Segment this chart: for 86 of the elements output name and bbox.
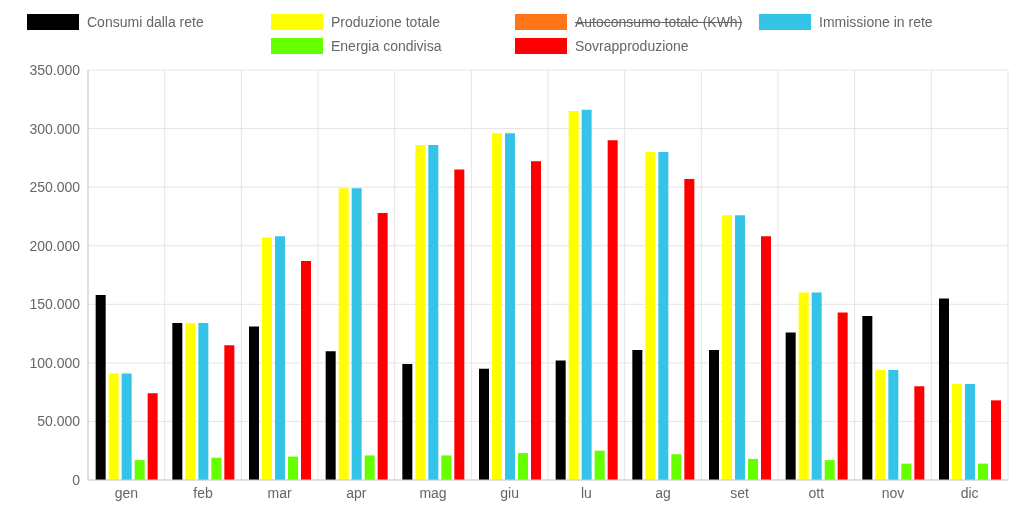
x-tick-label: lu [580,484,592,501]
x-tick-label: gen [114,484,139,501]
x-tick-label: giu [500,484,520,501]
bar [454,169,465,480]
x-tick-label: feb [193,484,213,501]
bar [594,450,605,480]
legend-label: Consumi dalla rete [87,14,204,30]
bar [211,457,222,480]
x-tick-label: ag [655,484,671,501]
y-tick-label: 0 [72,471,81,488]
bar [811,292,822,480]
bar [722,215,732,480]
bar [785,332,796,480]
x-tick-label: set [730,484,750,501]
bar [479,368,489,480]
bar [288,456,298,480]
bar [134,460,145,480]
bar [965,383,975,480]
bar [402,364,413,480]
bar [761,236,771,480]
bar [875,369,886,480]
x-tick-label: ott [808,484,825,501]
bar [492,133,502,480]
bar [939,298,949,480]
bar [531,161,541,480]
bar [671,454,682,480]
bar [108,373,119,480]
bar [275,236,285,480]
bar [568,111,579,480]
bar [364,455,375,480]
x-tick-label: mag [419,484,447,501]
bar [198,323,209,480]
bar [415,144,426,480]
bar [748,458,758,480]
bar [684,178,695,480]
bar [121,373,132,480]
bar [645,152,656,480]
bar [441,455,452,480]
bar [978,463,988,480]
y-tick-label: 50.000 [37,413,81,430]
bar [798,292,809,480]
bar [837,312,848,480]
bar [351,188,362,480]
bar [224,345,235,480]
bar [505,133,515,480]
y-tick-label: 100.000 [29,354,81,371]
bar [607,140,618,480]
y-tick-label: 150.000 [29,296,81,313]
bar [555,360,566,480]
bar [428,144,439,480]
legend-label: Sovrapproduzione [575,38,689,54]
y-tick-label: 350.000 [29,61,81,78]
legend-label: Immissione in rete [819,14,933,30]
bar [709,349,719,480]
bar [824,460,835,480]
bar [338,188,349,480]
y-tick-label: 250.000 [29,179,81,196]
bar [632,349,643,480]
x-tick-label: apr [346,484,367,501]
bar [172,323,183,480]
bar [862,316,873,480]
y-tick-label: 200.000 [29,237,81,254]
legend-label: Autoconsumo totale (KWh) [575,14,743,30]
bar [888,369,899,480]
bar [301,260,311,480]
legend-label: Energia condivisa [331,38,442,54]
bar [914,386,925,480]
bar [518,453,528,480]
bar [735,215,745,480]
x-tick-label: mar [267,484,293,501]
bar [991,400,1001,480]
y-tick-label: 300.000 [29,120,81,137]
bar [262,237,272,480]
bar [185,323,196,480]
x-tick-label: dic [960,484,979,501]
x-tick-label: nov [881,484,905,501]
bar [658,152,669,480]
bar [581,109,592,480]
bar [249,326,259,480]
bar [952,383,962,480]
bar [901,463,912,480]
bar [325,351,336,480]
legend-label: Produzione totale [331,14,440,30]
bar [377,212,388,480]
bar [147,393,158,480]
bar [95,294,106,480]
